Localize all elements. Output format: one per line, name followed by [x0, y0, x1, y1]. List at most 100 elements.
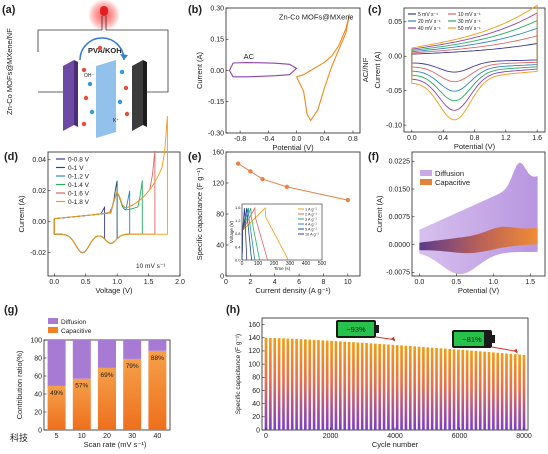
cv-curve	[411, 4, 538, 121]
ion-dot	[119, 69, 125, 75]
cycle-bar	[426, 347, 430, 430]
x-tick-label: 1.6	[532, 135, 542, 142]
x-tick-label: 30	[128, 433, 136, 440]
pointer-head	[513, 348, 518, 354]
cycle-bar	[325, 340, 329, 430]
cycle-bar	[483, 351, 486, 430]
led-bulb	[100, 6, 108, 16]
x-tick-label: 0.0	[49, 279, 59, 286]
cycle-bar	[286, 338, 290, 430]
series-label-ac: AC	[244, 52, 255, 61]
y-tick-label: -0.05	[386, 88, 402, 95]
cycle-bar	[312, 339, 316, 430]
cycle-bar	[513, 354, 517, 430]
panel-f-label: (f)	[368, 151, 379, 163]
y-tick-label: 0.0075	[389, 214, 411, 221]
y-axis-label: Current (A)	[195, 51, 204, 89]
x-tick-label: 1.2	[501, 135, 511, 142]
legend-label: 0-1.4 V	[68, 182, 90, 189]
y-tick-label: 40	[216, 242, 224, 249]
inset-x-label: Time (s)	[274, 266, 291, 271]
inset-gcd-curve	[241, 207, 248, 261]
inset-x-tick-label: 400	[302, 261, 311, 267]
svg-text:Zn-Co MOFs@MXene/NF: Zn-Co MOFs@MXene/NF	[5, 28, 14, 115]
inset-y-tick-label: 1.2	[235, 218, 241, 223]
cycle-bar	[435, 347, 438, 430]
y-tick-label: 0.04	[32, 157, 46, 164]
cycle-bar	[422, 347, 425, 430]
legend-label: 30 mV s⁻¹	[458, 19, 481, 25]
legend-label: 0-0.8 V	[68, 157, 90, 164]
cycle-bar	[295, 338, 298, 430]
cycle-bar	[400, 345, 403, 430]
legend-label: Diffusion	[435, 169, 464, 178]
oh-label: OH⁻	[84, 73, 95, 79]
cycle-bar	[448, 348, 451, 430]
cycle-bar	[317, 340, 320, 430]
inset-x-tick-label: 0	[241, 261, 244, 267]
battery-fill	[338, 322, 374, 336]
panel-c: (c) 0.0 0.4 0.8 1.2 1.6 -0.10 -0.05 0.00 0.05 Pote…	[368, 4, 546, 151]
y-axis-label: Specific capacitance (F g⁻¹)	[235, 334, 242, 414]
bar-data-label: 79%	[126, 363, 139, 370]
cycle-bar	[457, 349, 460, 430]
y-tick-label: 0	[256, 427, 260, 434]
cycle-bar	[500, 353, 504, 430]
cycle-bar	[339, 341, 342, 430]
y-tick-label: 60	[34, 373, 42, 380]
x-tick-label: 5	[55, 433, 59, 440]
x-tick-label: 20	[103, 433, 111, 440]
cycle-bar	[518, 354, 521, 430]
capacitance-point	[284, 184, 290, 190]
legend-swatch	[420, 179, 432, 185]
y-tick-label: 0.15	[210, 37, 224, 44]
legend-label: 10 mV s⁻¹	[458, 12, 481, 18]
cycle-bar	[492, 352, 495, 430]
y-tick-label: 0.00	[32, 219, 46, 226]
y-tick-label: 0	[220, 273, 224, 280]
y-axis-label: Specific capacitance (F g⁻¹)	[195, 167, 204, 260]
bar-capacitive	[72, 378, 91, 430]
y-tick-label: -0.02	[30, 250, 46, 257]
inset-legend-label: 2 A g⁻¹	[305, 213, 317, 217]
y-tick-label: 80	[216, 211, 224, 218]
y-tick-label: 0.00	[388, 54, 402, 61]
inset-x-tick-label: 100	[254, 261, 263, 267]
ion-dot	[117, 99, 123, 105]
x-tick-label: 2000	[323, 433, 339, 440]
cycle-bar	[505, 353, 508, 430]
legend-swatch	[48, 318, 58, 324]
panel-h: (h) 0 2000 4000 6000 8000 0 20 40 60 80 100 120 140 16…	[226, 304, 532, 449]
cycle-bar	[496, 352, 500, 430]
x-tick-label: 1.0	[112, 279, 122, 286]
wire-right	[106, 29, 169, 93]
x-tick-label: 0	[264, 433, 268, 440]
inset-y-label: Voltage (V)	[229, 220, 234, 243]
cycle-bar	[478, 351, 482, 430]
plot-frame	[411, 151, 546, 277]
cycle-bar	[461, 349, 465, 430]
bar-capacitive	[98, 367, 116, 430]
inset-legend-label: 1 A g⁻¹	[305, 208, 317, 212]
cycle-bar	[373, 343, 377, 430]
y-tick-label: 160	[212, 149, 224, 156]
positive-electrode	[63, 60, 74, 131]
cycle-bar	[334, 341, 338, 430]
negative-electrode	[132, 60, 143, 131]
cycle-bar	[264, 337, 268, 430]
legend-label: 40 mV s⁻¹	[418, 26, 441, 32]
bar-diffusion	[98, 340, 116, 368]
cycle-bar	[439, 348, 443, 430]
legend-label: 0-1.8 V	[68, 199, 90, 206]
y-tick-label: 0.00	[210, 68, 224, 75]
inset-legend-label: 3 A g⁻¹	[305, 218, 317, 222]
x-tick-label: 0.4	[438, 135, 448, 142]
legend-label: 0-1 V	[68, 165, 84, 172]
y-axis-label: Current (A)	[373, 51, 382, 89]
cycle-bar	[330, 340, 333, 430]
panel-a: (a) Zn-Co MOFs@MXene/NF PVA/KOH OH⁻ K⁺	[2, 0, 169, 138]
x-axis-label: Cycle number	[372, 440, 419, 449]
plot-frame	[225, 7, 361, 134]
x-tick-label: 4000	[387, 433, 403, 440]
panel-f: (f) 0.0 0.5 1.0 1.5 -0.0075 0.0000 0.0075 0.0150…	[368, 151, 546, 295]
